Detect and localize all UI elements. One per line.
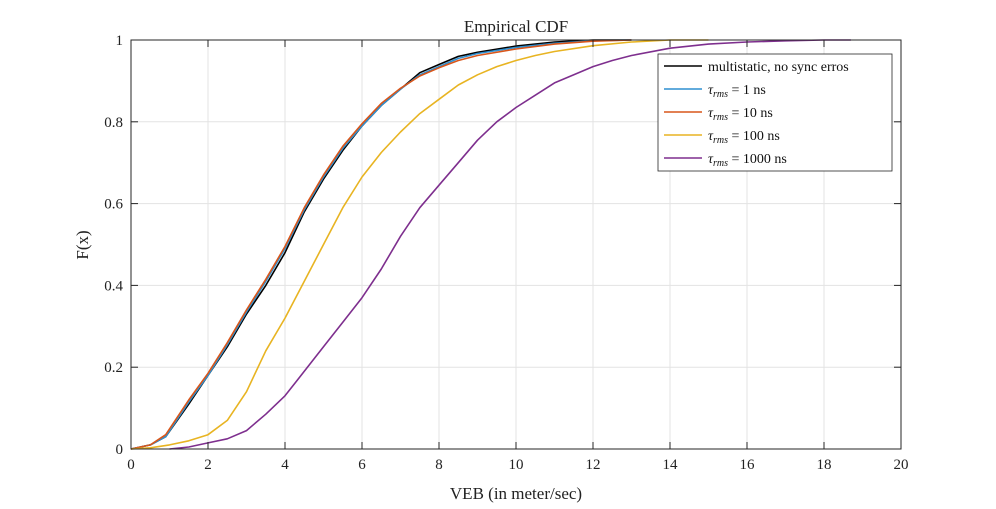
y-tick-label: 0 [116,442,124,458]
x-tick-label: 18 [817,457,832,473]
x-tick-label: 0 [127,457,135,473]
x-tick-label: 12 [586,457,601,473]
legend-entry-2: τrms = 1 ns [708,83,766,100]
x-tick-label: 16 [740,457,756,473]
y-tick-label: 1 [116,33,124,49]
chart-title: Empirical CDF [464,17,568,36]
x-tick-label: 4 [281,457,289,473]
x-tick-label: 14 [663,457,679,473]
series-line-4 [130,39,709,450]
x-tick-label: 8 [435,457,443,473]
legend: multistatic, no sync erros τrms = 1 ns τrm… [657,53,893,172]
x-tick-label: 20 [894,457,909,473]
y-tick-label: 0.4 [104,278,123,294]
legend-entry-3: τrms = 10 ns [708,106,773,123]
x-axis-label: VEB (in meter/sec) [450,484,582,503]
y-tick-label: 0.8 [104,115,123,131]
y-tick-label: 0.2 [104,360,123,376]
x-tick-label: 2 [204,457,212,473]
axis-tick-labels: 0 2 4 6 8 10 12 14 16 18 20 0 0.2 0.4 0.6 0.8 1 [104,33,908,473]
series-line-2 [130,39,632,450]
series-line-3 [130,39,632,450]
x-tick-label: 10 [509,457,524,473]
series-line-5 [169,39,851,450]
y-tick-label: 0.6 [104,197,123,213]
axis-ticks [130,39,902,450]
y-axis-label: F(x) [73,230,92,259]
legend-entry-4: τrms = 100 ns [708,129,780,146]
series-lines [130,39,851,450]
legend-entry-1: multistatic, no sync erros [708,60,849,75]
legend-entry-5: τrms = 1000 ns [708,152,787,169]
x-tick-label: 6 [358,457,366,473]
